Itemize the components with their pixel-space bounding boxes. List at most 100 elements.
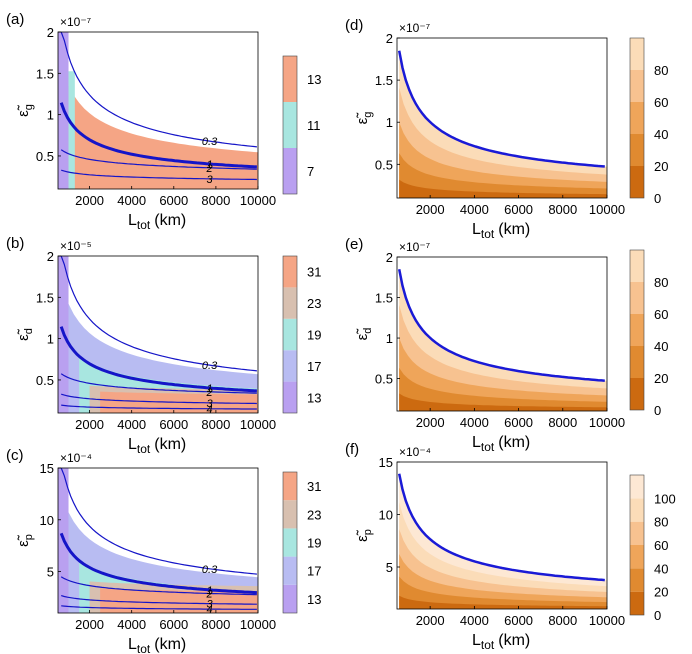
- colorbar-tick-label: 20: [654, 159, 668, 174]
- x-tick-label: 8000: [548, 415, 577, 430]
- colorbar-tick-label: 20: [654, 371, 668, 386]
- x-tick-label: 4000: [117, 417, 146, 432]
- panel-label: (d): [345, 17, 363, 34]
- y-axis-label: ε̃d: [15, 328, 35, 341]
- x-tick-label: 4000: [460, 202, 489, 217]
- colorbar-tick-label: 0: [654, 403, 661, 418]
- x-tick-label: 4000: [460, 613, 489, 628]
- x-tick-label: 4000: [117, 193, 146, 208]
- colorbar-tick-label: 80: [654, 275, 668, 290]
- axis-exponent: ×10⁻⁷: [60, 15, 91, 29]
- colorbar-segment: [630, 134, 644, 166]
- colorbar-tick-label: 31: [307, 265, 321, 280]
- colorbar-segment: [630, 166, 644, 198]
- plot-area: [397, 50, 607, 198]
- area-band: [399, 554, 607, 609]
- y-tick-label: 1: [386, 331, 393, 346]
- colorbar-tick-label: 31: [307, 479, 321, 494]
- contour-line: [61, 605, 257, 610]
- x-tick-label: 10000: [240, 617, 276, 632]
- contour-label: 3: [207, 174, 214, 186]
- y-axis-label: ε̃g: [354, 112, 374, 125]
- colorbar-frame: [629, 474, 645, 616]
- colorbar-tick-label: 60: [654, 538, 668, 553]
- plot-area: [58, 32, 258, 189]
- y-tick-label: 0.5: [36, 373, 54, 388]
- x-tick-label: 2000: [416, 613, 445, 628]
- contour-line: [60, 468, 257, 575]
- x-tick-label: 8000: [201, 417, 230, 432]
- x-tick-label: 6000: [159, 617, 188, 632]
- y-tick-label: 0.5: [375, 157, 393, 172]
- contour-label: 2: [206, 588, 213, 600]
- contour-line: [60, 256, 257, 372]
- contour-line: [60, 149, 257, 170]
- axis-exponent: ×10⁻⁷: [399, 240, 430, 254]
- colorbar-segment: [283, 528, 297, 557]
- colorbar-segment: [283, 56, 297, 102]
- colorbar-tick-label: 60: [654, 95, 668, 110]
- contour-label: 2: [206, 163, 213, 175]
- colorbar-tick-label: 20: [654, 585, 668, 600]
- x-tick-label: 2000: [75, 193, 104, 208]
- x-tick-label: 2000: [75, 617, 104, 632]
- colorbar-segment: [283, 472, 297, 501]
- plot-area: [58, 256, 258, 413]
- contour-label: 4: [207, 404, 213, 416]
- y-tick-label: 2: [47, 25, 54, 40]
- x-tick-label: 6000: [159, 417, 188, 432]
- colorbar-tick-label: 13: [307, 390, 321, 405]
- x-tick-label: 6000: [159, 193, 188, 208]
- x-axis-label: Ltot (km): [472, 434, 530, 454]
- colorbar-segment: [630, 102, 644, 134]
- y-tick-label: 1: [47, 108, 54, 123]
- panel-label: (f): [345, 441, 359, 458]
- contour-label: 0.3: [202, 360, 218, 372]
- colorbar-segment: [283, 318, 297, 351]
- colorbar-tick-label: 17: [307, 564, 321, 579]
- x-tick-label: 8000: [548, 202, 577, 217]
- colorbar-segment: [630, 70, 644, 102]
- colorbar-tick-label: 40: [654, 339, 668, 354]
- colorbar-frame: [629, 249, 645, 411]
- colorbar-segment: [630, 250, 644, 282]
- area-band: [399, 595, 607, 609]
- colorbar-segment: [283, 350, 297, 382]
- plot-frame: [57, 31, 259, 190]
- colorbar-segment: [630, 498, 644, 522]
- axis-exponent: ×10⁻⁷: [399, 21, 430, 35]
- colorbar-tick-label: 0: [654, 608, 661, 623]
- x-tick-label: 8000: [201, 617, 230, 632]
- axis-exponent: ×10⁻⁴: [399, 445, 431, 459]
- plot-frame: [396, 256, 608, 412]
- x-tick-label: 8000: [201, 193, 230, 208]
- x-tick-label: 10000: [240, 417, 276, 432]
- y-tick-label: 1: [47, 332, 54, 347]
- contour-label: 1: [207, 159, 213, 171]
- axis-exponent: ×10⁻⁴: [60, 451, 92, 465]
- colorbar-tick-label: 80: [654, 63, 668, 78]
- contour-label: 1: [207, 383, 213, 395]
- colorbar-segment: [630, 378, 644, 410]
- colorbar-tick-label: 0: [654, 191, 661, 206]
- x-tick-label: 10000: [589, 202, 625, 217]
- colorbar-segment: [630, 38, 644, 70]
- panel-label: (a): [6, 11, 24, 28]
- y-tick-label: 0.5: [375, 372, 393, 387]
- area-band: [399, 393, 607, 411]
- x-tick-label: 6000: [504, 202, 533, 217]
- y-tick-label: 5: [386, 560, 393, 575]
- colorbar-tick-label: 40: [654, 127, 668, 142]
- colorbar-tick-label: 19: [307, 328, 321, 343]
- colorbar-tick-label: 23: [307, 507, 321, 522]
- contour-label: 4: [207, 604, 213, 616]
- colorbar-segment: [630, 591, 644, 615]
- y-tick-label: 15: [40, 461, 54, 476]
- y-axis-label: ε̃p: [354, 529, 374, 542]
- contour-line: [61, 404, 257, 410]
- y-tick-label: 5: [47, 565, 54, 580]
- colorbar-segment: [283, 500, 297, 529]
- colorbar-segment: [283, 102, 297, 148]
- panel-label: (e): [345, 236, 363, 253]
